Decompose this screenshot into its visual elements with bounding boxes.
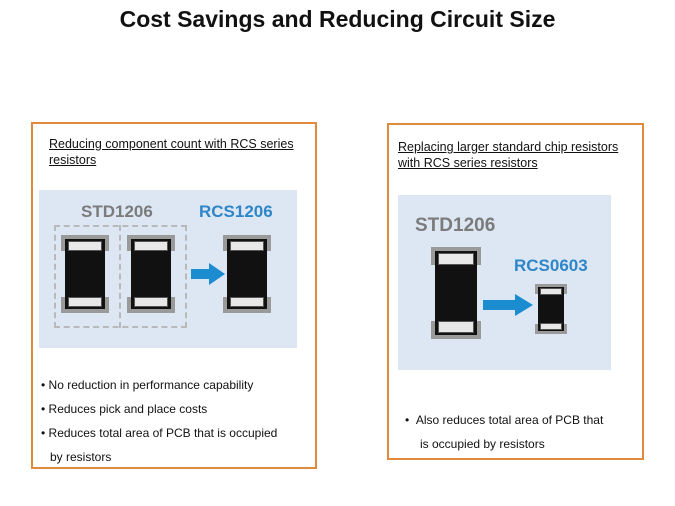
right-bullet-1-cont: is occupied by resistors — [420, 437, 545, 451]
right-arrow-icon — [191, 263, 225, 285]
std-divider-outline — [119, 225, 121, 328]
left-bullet-3: • Reduces total area of PCB that is occu… — [41, 426, 278, 440]
std1206-resistor-2 — [127, 235, 175, 313]
rcs1206-resistor — [223, 235, 271, 313]
left-bullet-3-cont: by resistors — [50, 450, 112, 464]
std1206-resistor-large — [431, 247, 481, 339]
left-panel: Reducing component count with RCS series… — [31, 122, 317, 469]
rcs0603-label: RCS0603 — [514, 256, 588, 275]
left-bullet-2: • Reduces pick and place costs — [41, 402, 208, 416]
right-panel-heading: Replacing larger standard chip resistors… — [398, 140, 619, 170]
right-bullet-1: • Also reduces total area of PCB that — [405, 413, 604, 427]
rcs1206-label: RCS1206 — [199, 202, 273, 221]
right-panel: Replacing larger standard chip resistors… — [387, 123, 644, 460]
left-bullet-1: • No reduction in performance capability — [41, 378, 254, 392]
right-arrow-icon — [483, 294, 533, 316]
right-figure: STD1206 RCS0603 — [398, 195, 611, 370]
left-figure: STD1206 RCS1206 — [39, 190, 297, 348]
std1206-resistor-1 — [61, 235, 109, 313]
left-panel-heading: Reducing component count with RCS series… — [49, 137, 294, 167]
std1206-label: STD1206 — [81, 202, 153, 221]
rcs0603-resistor — [535, 284, 567, 334]
std1206-label-right: STD1206 — [415, 215, 496, 236]
slide-title: Cost Savings and Reducing Circuit Size — [119, 6, 556, 32]
